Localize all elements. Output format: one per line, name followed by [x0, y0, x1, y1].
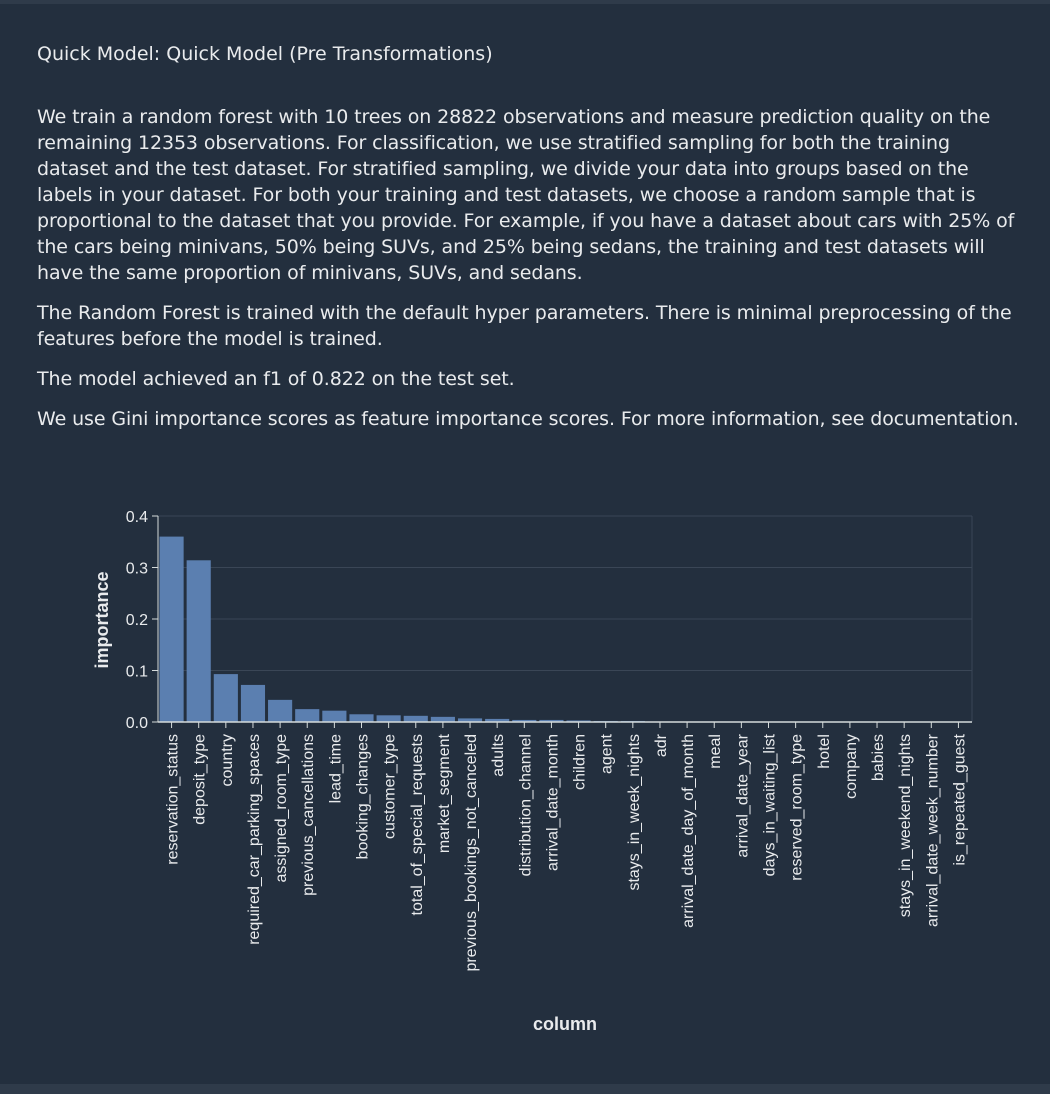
bar-distribution-channel [512, 719, 537, 722]
bottom-divider [0, 1084, 1050, 1094]
x-tick-label: hotel [816, 734, 833, 769]
bar-required-car-parking-spaces [240, 684, 266, 722]
x-tick-label: lead_time [327, 734, 344, 803]
x-tick-label: previous_bookings_not_canceled [463, 734, 480, 972]
x-tick-label: babies [870, 734, 887, 781]
y-tick-label: 0.4 [126, 509, 148, 526]
x-tick-label: market_segment [436, 733, 453, 853]
x-tick-label: stays_in_weekend_nights [897, 734, 914, 917]
x-tick-label: deposit_type [192, 734, 209, 825]
bar-country [213, 674, 238, 722]
bar-arrival-date-year [729, 721, 754, 722]
y-axis-label: importance [92, 571, 112, 668]
bar-days-in-waiting-list [756, 721, 781, 722]
importance-paragraph: We use Gini importance scores as feature… [37, 408, 1019, 430]
y-tick-label: 0.2 [126, 612, 148, 629]
x-tick-label: adr [653, 733, 670, 757]
x-axis-label: column [533, 1014, 597, 1034]
x-tick-label: is_repeated_guest [951, 733, 968, 865]
x-tick-label: country [219, 734, 236, 786]
x-tick-label: days_in_waiting_list [762, 733, 779, 876]
x-tick-label: customer_type [382, 734, 399, 839]
panel-title: Quick Model: Quick Model (Pre Transforma… [37, 43, 493, 65]
x-tick-label: agent [599, 733, 616, 774]
chart-gridlines [158, 515, 972, 671]
x-tick-label: booking_changes [355, 734, 372, 859]
bar-adults [485, 718, 510, 722]
bar-arrival-date-month [539, 719, 564, 722]
f1-score-paragraph: The model achieved an f1 of 0.822 on the… [37, 368, 515, 390]
bar-agent [593, 720, 618, 722]
bar-stays-in-week-nights [620, 720, 645, 722]
x-tick-label: previous_cancellations [300, 734, 317, 896]
y-tick-label: 0.3 [126, 561, 148, 578]
x-tick-label: reserved_room_type [789, 734, 806, 881]
x-tick-label: required_car_parking_spaces [246, 734, 263, 945]
bar-lead-time [322, 710, 347, 722]
bar-reservation-status [159, 536, 184, 722]
bar-assigned-room-type [268, 699, 293, 722]
x-tick-label: reservation_status [165, 734, 182, 865]
x-tick-label: arrival_date_week_number [924, 733, 941, 927]
y-tick-label: 0.1 [126, 664, 148, 681]
bar-customer-type [376, 715, 401, 722]
chart-axes [157, 515, 973, 723]
x-tick-label: adults [490, 734, 507, 777]
preprocessing-paragraph: The Random Forest is trained with the de… [37, 302, 1012, 350]
bar-previous-bookings-not-canceled [457, 718, 483, 722]
x-tick-label: stays_in_week_nights [626, 734, 643, 891]
bar-meal [702, 721, 727, 722]
chart-bars [159, 536, 971, 722]
x-axis-ticks: reservation_status deposit_type country req… [165, 722, 968, 972]
x-tick-label: distribution_channel [517, 734, 534, 876]
bar-deposit-type [186, 560, 211, 722]
x-tick-label: arrival_date_year [734, 733, 751, 857]
bar-total-of-special-requests [403, 715, 428, 722]
bar-previous-cancellations [295, 709, 320, 722]
y-tick-label: 0.0 [126, 715, 148, 732]
bar-market-segment [430, 716, 455, 722]
x-tick-label: assigned_room_type [273, 734, 290, 883]
description-paragraph: We train a random forest with 10 trees o… [37, 106, 1015, 284]
bar-arrival-date-day-of-month [675, 721, 700, 722]
x-tick-label: total_of_special_requests [409, 734, 426, 915]
x-tick-label: arrival_date_day_of_month [680, 734, 697, 928]
x-tick-label: children [572, 734, 589, 790]
bar-children [566, 720, 591, 722]
x-tick-label: arrival_date_month [544, 734, 561, 871]
panel-content: Quick Model: Quick Model (Pre Transforma… [37, 40, 1022, 446]
x-tick-label: company [843, 734, 860, 799]
y-axis-ticks: 0.0 0.1 0.2 0.3 0.4 [126, 509, 158, 732]
bar-adr [647, 721, 673, 722]
top-divider [0, 0, 1050, 4]
bar-booking-changes [349, 714, 374, 722]
x-tick-label: meal [707, 734, 724, 769]
